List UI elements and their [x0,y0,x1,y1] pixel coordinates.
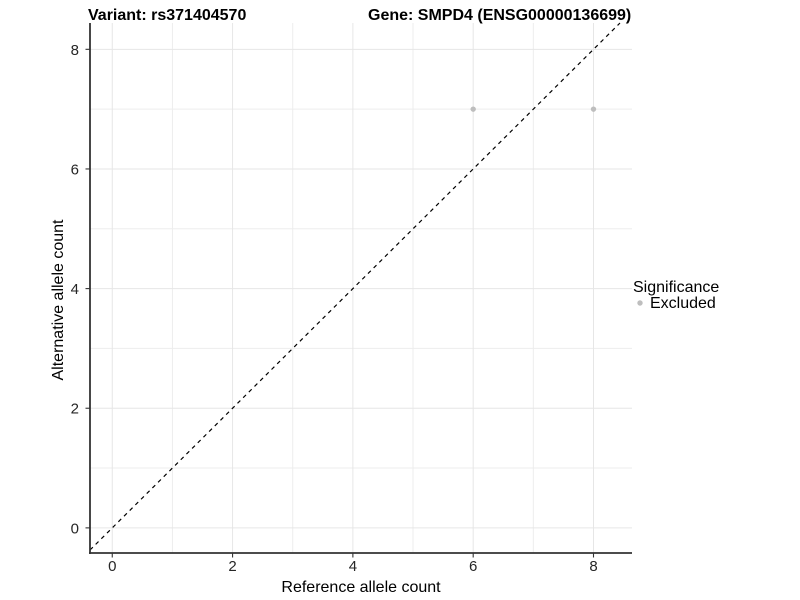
legend-item-label: Excluded [650,295,716,312]
data-points-layer [470,106,597,112]
plot-title-variant: Variant: rs371404570 [88,7,246,24]
grid-major-layer [90,23,632,553]
y-tick-label: 4 [71,281,79,298]
y-tick-label: 8 [71,42,79,59]
legend-key-dot-icon [637,300,643,306]
tick-marks-layer [85,48,595,558]
tick-labels-layer: 0 2 4 6 8 0 2 4 6 8 [71,42,598,575]
x-tick-label: 4 [349,558,357,575]
identity-line-layer [89,22,621,551]
x-tick-label: 8 [589,558,597,575]
y-tick-label: 6 [71,161,79,178]
legend: Significance Excluded [633,279,719,312]
plot-title-gene: Gene: SMPD4 (ENSG00000136699) [368,7,631,24]
y-tick-label: 2 [71,401,79,418]
x-tick-label: 6 [469,558,477,575]
grid-minor-layer [90,23,632,553]
data-point [470,106,476,112]
y-tick-label: 0 [71,520,79,537]
data-point [590,106,597,112]
x-axis-title: Reference allele count [281,579,441,596]
legend-title: Significance [633,279,719,296]
y-axis-title: Alternative allele count [50,219,67,381]
legend-item-excluded: Excluded [637,295,716,312]
x-tick-label: 0 [108,558,116,575]
identity-dashed-line [89,22,621,551]
x-tick-label: 2 [228,558,236,575]
